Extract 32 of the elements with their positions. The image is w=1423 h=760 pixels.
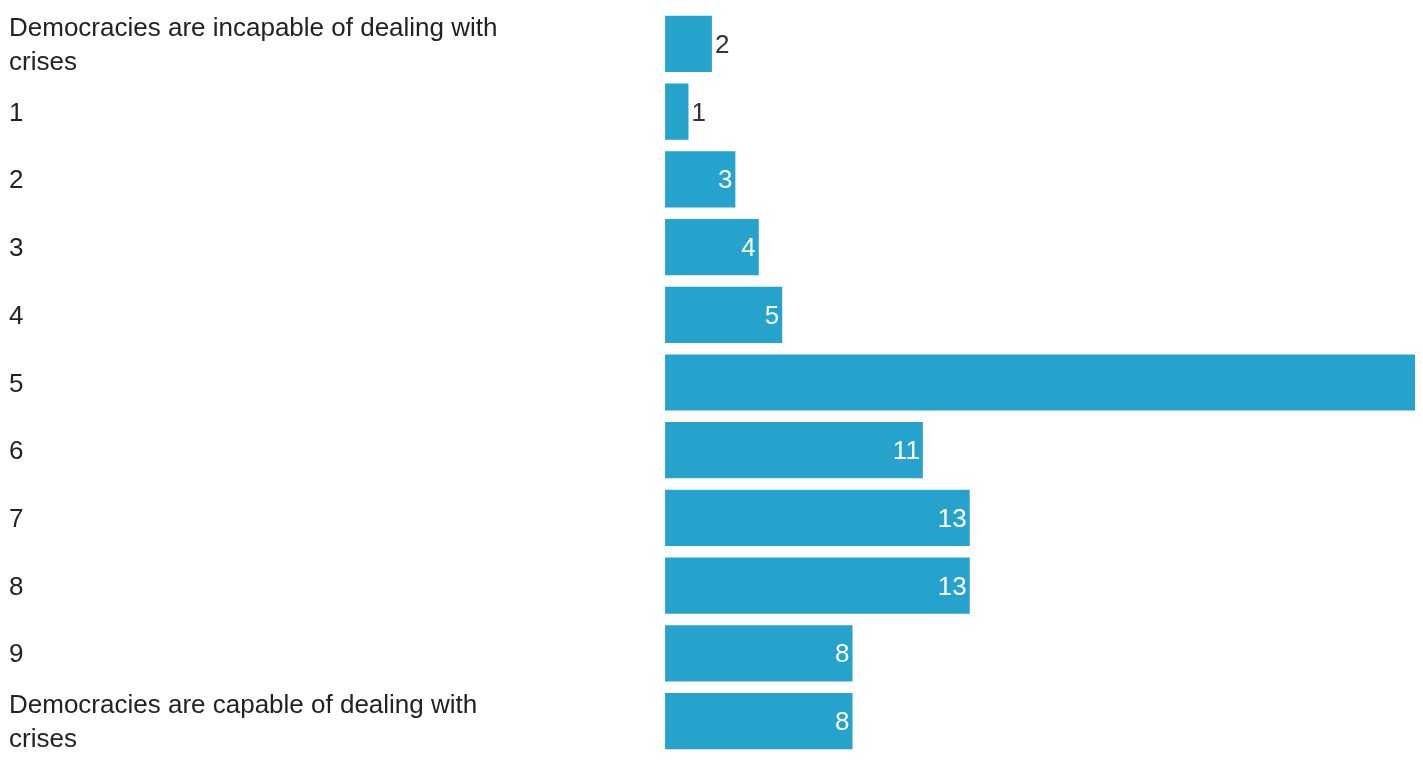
data-label: 5 [764, 299, 780, 330]
data-label: 1 [691, 96, 706, 127]
y-tick-label: Democracies are capable of dealing with crises [9, 689, 478, 753]
data-label: 13 [937, 502, 967, 533]
y-tick-label: 2 [9, 164, 24, 194]
bar [665, 625, 853, 682]
y-tick-label: 9 [9, 638, 24, 668]
data-label: 4 [741, 232, 756, 263]
bar [665, 151, 736, 208]
data-label: 11 [892, 435, 920, 466]
y-tick-label: 6 [9, 435, 24, 465]
bar [665, 15, 712, 72]
bar [665, 83, 689, 140]
y-tick-label: 4 [9, 300, 24, 330]
bar [665, 286, 783, 343]
bar [665, 354, 1415, 411]
data-label: 8 [835, 706, 850, 737]
bar [665, 693, 853, 750]
bar [665, 557, 970, 614]
y-tick-label: 3 [9, 232, 24, 262]
data-label: 2 [714, 28, 730, 59]
y-tick-label: 5 [9, 368, 24, 398]
data-label: 3 [717, 164, 733, 195]
bar [665, 489, 970, 547]
y-tick-label: 8 [9, 571, 24, 601]
data-label: 13 [937, 570, 967, 601]
bar [665, 218, 759, 276]
y-tick-label: 7 [9, 503, 24, 533]
y-tick-label: Democracies are incapable of dealing with crises [9, 12, 498, 76]
y-tick-label: 1 [9, 97, 24, 127]
bar [665, 422, 923, 479]
data-label: 8 [835, 638, 850, 669]
